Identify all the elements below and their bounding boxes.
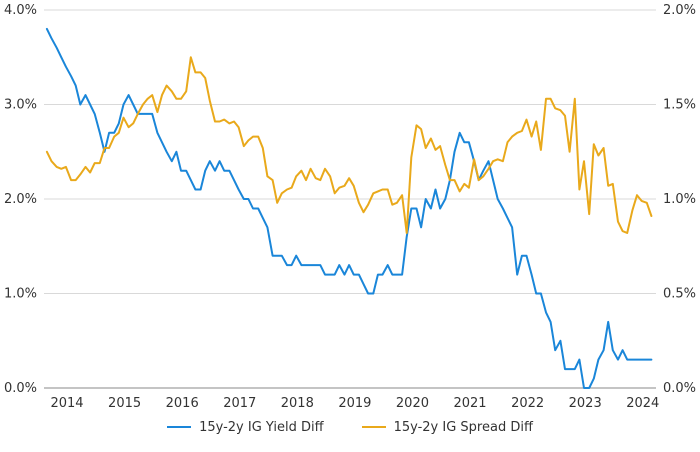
legend-item-spread: 15y-2y IG Spread Diff [361, 419, 533, 435]
series-line-yield-diff [45, 27, 653, 389]
x-tick-label: 2022 [511, 396, 544, 411]
left-y-tick-label: 1.0% [4, 287, 37, 302]
left-y-axis: 0.0% 1.0% 2.0% 3.0% 4.0% [4, 3, 37, 396]
legend: 15y-2y IG Yield Diff 15y-2y IG Spread Di… [0, 414, 700, 440]
legend-item-yield: 15y-2y IG Yield Diff [167, 420, 324, 435]
right-y-tick-label: 0.5% [663, 287, 696, 302]
x-tick-label: 2014 [50, 396, 83, 411]
x-tick-label: 2019 [338, 396, 371, 411]
left-y-tick-label: 4.0% [4, 3, 37, 18]
x-tick-label: 2015 [108, 396, 141, 411]
x-tick-label: 2016 [166, 396, 199, 411]
series-line-spread-diff [45, 56, 653, 234]
right-y-axis: 0.0% 0.5% 1.0% 1.5% 2.0% [663, 3, 696, 396]
gridlines [44, 9, 656, 389]
series-lines [45, 27, 653, 389]
left-y-tick-label: 3.0% [4, 98, 37, 113]
legend-swatch-yield [167, 426, 192, 428]
x-tick-label: 2024 [626, 396, 659, 411]
x-tick-label: 2018 [281, 396, 314, 411]
x-tick-label: 2017 [223, 396, 256, 411]
right-y-tick-label: 1.5% [663, 98, 696, 113]
right-y-tick-label: 0.0% [663, 381, 696, 396]
left-y-tick-label: 0.0% [4, 381, 37, 396]
x-tick-label: 2021 [453, 396, 486, 411]
x-tick-label: 2020 [396, 396, 429, 411]
left-y-tick-label: 2.0% [4, 192, 37, 207]
right-y-tick-label: 1.0% [663, 192, 696, 207]
right-y-tick-label: 2.0% [663, 3, 696, 18]
legend-swatch-spread [361, 426, 386, 428]
x-tick-label: 2023 [569, 396, 602, 411]
legend-label-yield: 15y-2y IG Yield Diff [199, 419, 324, 435]
x-axis: 2014 2015 2016 2017 2018 2019 2020 2021 2022 2023… [50, 396, 659, 411]
legend-label-spread: 15y-2y IG Spread Diff [393, 419, 533, 435]
